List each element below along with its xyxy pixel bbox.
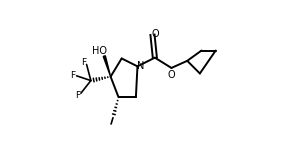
Text: O: O <box>168 70 175 80</box>
Polygon shape <box>103 56 111 77</box>
Text: O: O <box>152 29 160 39</box>
Text: F: F <box>75 91 80 100</box>
Text: HO: HO <box>92 46 107 56</box>
Text: F: F <box>81 58 86 67</box>
Text: F: F <box>70 71 75 80</box>
Text: N: N <box>137 61 145 71</box>
